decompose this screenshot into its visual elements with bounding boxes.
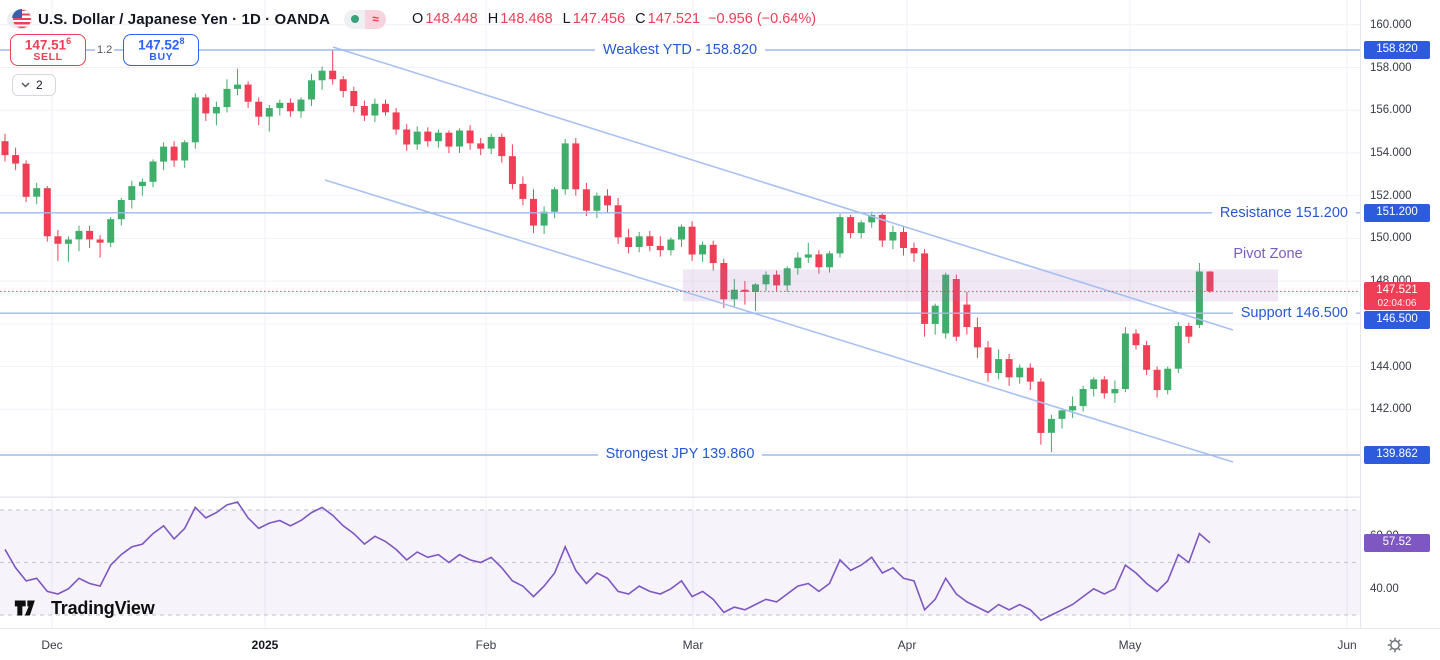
price-tick: 152.000: [1370, 190, 1412, 202]
trade-panel: 147.516 SELL 1.2 147.528 BUY: [10, 34, 200, 66]
delayed-data-icon: ≈: [365, 9, 387, 29]
settings-gear-icon[interactable]: [1384, 634, 1406, 656]
open-value: 148.448: [425, 11, 478, 27]
time-axis-label: May: [1118, 638, 1142, 652]
last-price-badge: 147.521 02:04:06: [1364, 282, 1430, 310]
price-tick: 144.000: [1370, 361, 1412, 373]
rsi-value-badge: 57.52: [1364, 534, 1430, 552]
pane-separator[interactable]: [0, 497, 1440, 498]
sell-button-label: SELL: [33, 51, 63, 64]
price-tick: 158.000: [1370, 62, 1412, 74]
pivot-zone-label[interactable]: Pivot Zone: [1233, 246, 1303, 262]
low-label: L: [562, 11, 571, 27]
close-value: 147.521: [647, 11, 701, 27]
price-tick: 154.000: [1370, 147, 1412, 159]
high-label: H: [487, 11, 499, 27]
support-price-badge: 146.500: [1364, 311, 1430, 329]
rsi-tick: 40.00: [1370, 583, 1399, 595]
time-axis-label: Feb: [475, 638, 497, 652]
currency-pair-icon: [7, 9, 32, 29]
strongest-jpy-label[interactable]: Strongest JPY 139.860: [460, 446, 900, 462]
market-status-pill[interactable]: ≈: [344, 9, 387, 29]
tradingview-wordmark: TradingView: [51, 597, 155, 618]
time-axis-label: Dec: [41, 638, 63, 652]
price-tick: 150.000: [1370, 232, 1412, 244]
low-value: 147.456: [572, 11, 626, 27]
resistance-label[interactable]: Resistance 151.200: [1100, 205, 1356, 221]
time-axis-label: Mar: [682, 638, 704, 652]
collapse-count: 2: [36, 78, 43, 92]
indicators-collapse-button[interactable]: 2: [12, 74, 56, 96]
close-label: C: [635, 11, 646, 27]
high-value: 148.468: [500, 11, 553, 27]
buy-button-label: BUY: [149, 51, 174, 64]
spread-value: 1.2: [95, 44, 115, 56]
price-axis[interactable]: 160.000 158.000 156.000 154.000 152.000 150.0…: [1360, 0, 1440, 628]
ohlc-readout: O 148.448 H 148.468 L 147.456 C 147.521 −0.9…: [402, 11, 816, 27]
sell-button[interactable]: 147.516 SELL: [10, 34, 86, 66]
resistance-price-badge: 151.200: [1364, 204, 1430, 222]
open-label: O: [412, 11, 424, 27]
time-axis-label: Apr: [897, 638, 917, 652]
time-axis-label: 2025: [251, 638, 279, 652]
buy-button[interactable]: 147.528 BUY: [123, 34, 200, 66]
tradingview-mark-icon: [14, 600, 35, 616]
market-open-dot: [350, 15, 359, 23]
tradingview-logo[interactable]: TradingView: [14, 596, 155, 620]
symbol-header: U.S. Dollar / Japanese Yen · 1D · OANDA …: [7, 6, 816, 32]
price-tick: 156.000: [1370, 104, 1412, 116]
price-tick: 160.000: [1370, 19, 1412, 31]
last-price-value: 147.521: [1376, 284, 1418, 296]
support-label[interactable]: Support 146.500: [1100, 305, 1356, 321]
time-axis-label: Jun: [1337, 638, 1357, 652]
symbol-title[interactable]: U.S. Dollar / Japanese Yen · 1D · OANDA: [38, 10, 331, 28]
bar-countdown: 02:04:06: [1377, 298, 1417, 309]
strongest-price-badge: 139.862: [1364, 446, 1430, 464]
price-tick: 142.000: [1370, 403, 1412, 415]
change-value: −0.956 (−0.64%): [708, 11, 817, 27]
weakest-ytd-label[interactable]: Weakest YTD - 158.820: [460, 42, 900, 58]
weakest-price-badge: 158.820: [1364, 41, 1430, 59]
chevron-down-icon: [21, 82, 30, 88]
time-axis[interactable]: Dec 2025 Feb Mar Apr May Jun: [0, 628, 1440, 660]
chart-canvas[interactable]: [0, 0, 1360, 628]
